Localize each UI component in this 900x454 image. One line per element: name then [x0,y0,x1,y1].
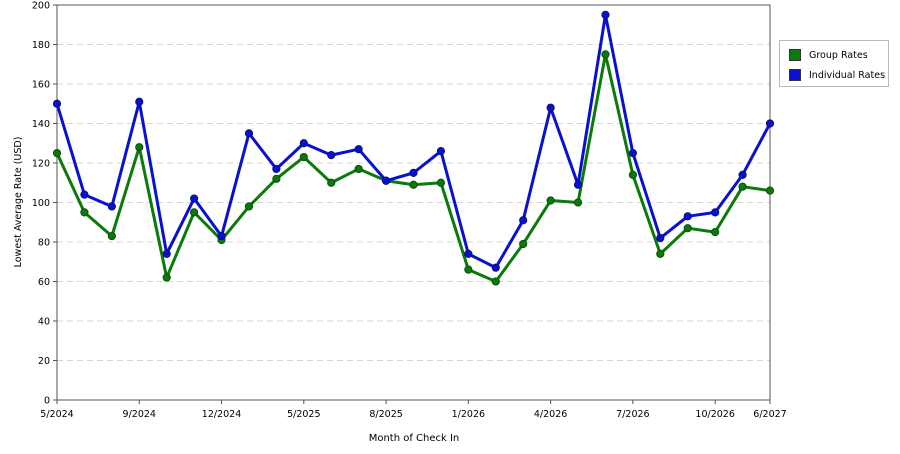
data-point-group-rates [628,170,637,179]
legend-swatch-individual-rates [789,69,801,81]
data-point-individual-rates [381,176,391,185]
data-point-individual-rates [107,202,116,211]
data-point-individual-rates [354,145,363,154]
plot-area-border [56,4,771,401]
series [52,10,775,286]
x-tick-label: 5/2024 [40,409,73,420]
x-axis-label: Month of Check In [369,433,460,444]
data-point-individual-rates [656,233,665,243]
data-point-individual-rates [80,190,89,199]
y-tick-label: 160 [32,80,50,91]
y-tick-label: 60 [38,277,50,288]
data-point-group-rates [272,174,281,183]
data-point-individual-rates [765,119,775,128]
legend-item-group-rates: Group Rates [789,48,868,62]
data-point-group-rates [190,208,199,217]
data-point-group-rates [711,228,720,237]
data-point-group-rates [436,178,446,187]
data-point-individual-rates [409,168,418,177]
legend-label-group-rates: Group Rates [809,49,868,61]
series-line-individual-rates [55,13,772,270]
data-point-individual-rates [601,10,610,19]
data-point-group-rates [354,164,363,174]
legend: Group Rates Individual Rates [779,40,889,87]
data-point-group-rates [491,277,500,286]
data-point-individual-rates [52,99,62,108]
data-point-group-rates [409,180,418,189]
data-point-individual-rates [519,216,528,225]
data-point-group-rates [464,265,473,274]
x-tick-label: 5/2025 [287,409,320,420]
data-point-individual-rates [464,249,473,258]
data-point-individual-rates [491,263,500,272]
y-tick-label: 20 [38,356,50,367]
x-tick-label: 7/2026 [616,409,649,420]
data-point-group-rates [683,224,692,233]
data-point-group-rates [107,231,116,241]
x-tick-label: 6/2027 [753,409,786,420]
data-point-group-rates [327,178,336,187]
data-point-group-rates [765,186,775,195]
data-point-individual-rates [711,208,720,217]
legend-item-individual-rates: Individual Rates [789,68,885,82]
y-tick-label: 180 [32,40,50,51]
data-point-group-rates [601,50,610,59]
data-point-individual-rates [217,231,226,241]
data-point-individual-rates [436,147,446,156]
data-point-individual-rates [162,249,171,258]
x-tick-label: 9/2024 [123,409,156,420]
data-point-individual-rates [299,139,308,148]
data-point-group-rates [135,143,144,152]
x-tick-label: 8/2025 [369,409,402,420]
y-tick-label: 40 [38,317,50,328]
x-tick-label: 4/2026 [534,409,567,420]
data-point-individual-rates [190,194,199,203]
data-point-group-rates [244,202,254,211]
x-tick-label: 1/2026 [452,409,485,420]
axes: 0 20 40 60 80 100 120 140 160 180 200 5/2024 9/2024 1… [32,1,787,421]
data-point-individual-rates [327,151,336,160]
y-tick-label: 120 [32,159,50,170]
data-point-group-rates [738,182,747,191]
y-tick-label: 100 [32,198,50,209]
y-tick-label: 0 [44,396,50,407]
x-tick-label: 10/2026 [695,409,734,420]
data-point-group-rates [162,273,171,282]
data-point-individual-rates [573,180,583,189]
data-point-group-rates [52,149,62,158]
y-tick-label: 200 [32,1,50,12]
y-tick-label: 140 [32,119,50,130]
data-point-group-rates [299,152,308,162]
y-tick-label: 80 [38,238,50,249]
data-point-group-rates [519,239,528,249]
data-point-individual-rates [628,149,637,158]
data-point-group-rates [656,249,665,258]
y-axis-label: Lowest Average Rate (USD) [13,137,24,268]
x-tick-label: 12/2024 [202,409,241,420]
grid [57,44,770,361]
data-point-group-rates [546,196,555,205]
data-point-individual-rates [272,164,281,174]
legend-swatch-group-rates [789,49,801,61]
data-point-individual-rates [738,170,747,179]
data-point-individual-rates [135,97,144,106]
data-point-individual-rates [546,103,555,112]
data-point-group-rates [573,198,583,207]
data-point-individual-rates [244,129,254,138]
legend-label-individual-rates: Individual Rates [809,69,886,81]
data-point-group-rates [80,208,89,217]
data-point-individual-rates [683,212,692,221]
series-line-group-rates [55,52,771,283]
